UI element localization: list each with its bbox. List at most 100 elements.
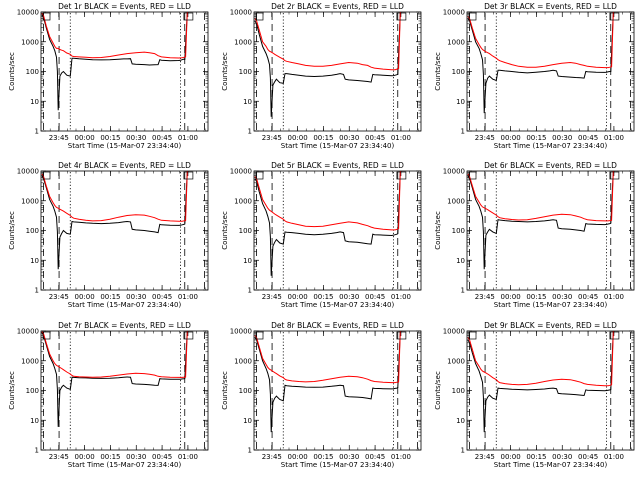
chart-title: Det 1r BLACK = Events, RED = LLD xyxy=(58,2,191,11)
x-tick-label: 00:15 xyxy=(313,453,333,461)
chart-panel: Det 4r BLACK = Events, RED = LLD 1 10 100 10… xyxy=(8,161,209,309)
chart-title: Det 6r BLACK = Events, RED = LLD xyxy=(484,161,617,170)
marker-box-right xyxy=(183,12,194,21)
marker-box-left xyxy=(42,331,51,340)
x-tick-label: 00:30 xyxy=(339,453,359,461)
x-tick-label: 00:30 xyxy=(126,293,146,301)
x-tick-label: 00:00 xyxy=(75,293,95,301)
x-tick-label: 00:30 xyxy=(552,293,572,301)
x-tick-label: 00:00 xyxy=(75,134,95,142)
y-tick-label: 10000 xyxy=(443,328,465,336)
x-axis-label: Start Time (15-Mar-07 23:34:40) xyxy=(68,461,182,469)
y-tick-label: 10000 xyxy=(230,9,252,17)
chart-title: Det 2r BLACK = Events, RED = LLD xyxy=(271,2,404,11)
x-tick-label: 00:00 xyxy=(288,293,308,301)
y-tick-label: 100 xyxy=(452,68,465,76)
lld-series-line xyxy=(41,170,188,222)
y-axis-label: Counts/sec xyxy=(434,371,442,410)
lld-series-line xyxy=(254,170,401,231)
x-tick-label: 23:45 xyxy=(49,453,69,461)
y-tick-label: 100 xyxy=(239,68,252,76)
x-tick-label: 00:00 xyxy=(288,134,308,142)
y-tick-label: 10000 xyxy=(443,9,465,17)
events-series-line xyxy=(41,330,188,427)
x-tick-label: 23:45 xyxy=(262,293,282,301)
x-tick-label: 23:45 xyxy=(475,134,495,142)
y-tick-label: 10000 xyxy=(230,328,252,336)
marker-box-left xyxy=(468,171,477,180)
x-tick-label: 01:00 xyxy=(604,293,624,301)
y-tick-label: 10 xyxy=(243,98,252,106)
x-tick-label: 00:00 xyxy=(501,293,521,301)
marker-box-right xyxy=(183,171,194,180)
y-tick-label: 1 xyxy=(248,287,252,295)
plot-frame xyxy=(40,170,209,291)
x-tick-label: 00:00 xyxy=(288,453,308,461)
y-axis-label: Counts/sec xyxy=(221,211,229,250)
x-tick-label: 00:30 xyxy=(552,134,572,142)
marker-box-right xyxy=(396,12,407,21)
y-tick-label: 1000 xyxy=(21,197,39,205)
y-tick-label: 10 xyxy=(456,417,465,425)
x-tick-label: 00:15 xyxy=(100,293,120,301)
chart-title: Det 8r BLACK = Events, RED = LLD xyxy=(271,321,404,330)
marker-box-left xyxy=(255,171,264,180)
x-tick-label: 00:15 xyxy=(100,134,120,142)
chart-panel: Det 7r BLACK = Events, RED = LLD 1 10 100 10… xyxy=(8,321,209,469)
y-tick-label: 1 xyxy=(35,128,39,136)
y-tick-label: 10000 xyxy=(443,168,465,176)
lld-series-line xyxy=(467,330,614,387)
y-axis-label: Counts/sec xyxy=(8,211,16,250)
x-tick-label: 00:45 xyxy=(365,293,385,301)
x-tick-label: 00:15 xyxy=(526,134,546,142)
events-series-line xyxy=(467,170,614,270)
plot-frame xyxy=(253,170,422,291)
x-tick-label: 00:45 xyxy=(365,134,385,142)
x-tick-label: 23:45 xyxy=(475,453,495,461)
marker-box-left xyxy=(42,12,51,21)
events-series-line xyxy=(41,11,188,111)
y-tick-label: 1 xyxy=(461,128,465,136)
y-axis-label: Counts/sec xyxy=(8,371,16,410)
plot-frame xyxy=(466,170,635,291)
y-tick-label: 10 xyxy=(243,257,252,265)
x-tick-label: 00:45 xyxy=(578,453,598,461)
events-series-line xyxy=(467,11,614,114)
y-tick-label: 100 xyxy=(239,387,252,395)
y-tick-label: 1 xyxy=(248,447,252,455)
y-tick-label: 1000 xyxy=(234,38,252,46)
x-axis-label: Start Time (15-Mar-07 23:34:40) xyxy=(281,142,395,150)
x-tick-label: 00:45 xyxy=(578,134,598,142)
events-series-line xyxy=(254,170,401,276)
y-tick-label: 1000 xyxy=(234,197,252,205)
x-tick-label: 00:45 xyxy=(152,134,172,142)
x-axis-label: Start Time (15-Mar-07 23:34:40) xyxy=(281,461,395,469)
plot-frame xyxy=(40,11,209,132)
x-tick-label: 00:45 xyxy=(152,453,172,461)
y-tick-label: 1 xyxy=(461,287,465,295)
events-series-line xyxy=(41,170,188,270)
chart-title: Det 5r BLACK = Events, RED = LLD xyxy=(271,161,404,170)
marker-box-right xyxy=(609,12,620,21)
x-tick-label: 00:00 xyxy=(75,453,95,461)
y-tick-label: 10 xyxy=(456,257,465,265)
chart-title: Det 7r BLACK = Events, RED = LLD xyxy=(58,321,191,330)
marker-box-right xyxy=(609,171,620,180)
x-tick-label: 00:45 xyxy=(578,293,598,301)
y-tick-label: 100 xyxy=(26,68,39,76)
y-tick-label: 1000 xyxy=(447,38,465,46)
lld-series-line xyxy=(254,330,401,384)
y-tick-label: 100 xyxy=(239,227,252,235)
x-tick-label: 00:00 xyxy=(501,453,521,461)
y-axis-label: Counts/sec xyxy=(8,52,16,91)
x-tick-label: 00:00 xyxy=(501,134,521,142)
marker-box-right xyxy=(396,171,407,180)
x-tick-label: 00:30 xyxy=(552,453,572,461)
x-tick-label: 01:00 xyxy=(604,453,624,461)
y-tick-label: 10000 xyxy=(230,168,252,176)
x-axis-label: Start Time (15-Mar-07 23:34:40) xyxy=(68,301,182,309)
chart-panel: Det 2r BLACK = Events, RED = LLD 1 10 100 10… xyxy=(221,2,422,150)
y-tick-label: 10000 xyxy=(17,9,39,17)
chart-panel: Det 8r BLACK = Events, RED = LLD 1 10 100 10… xyxy=(221,321,422,469)
